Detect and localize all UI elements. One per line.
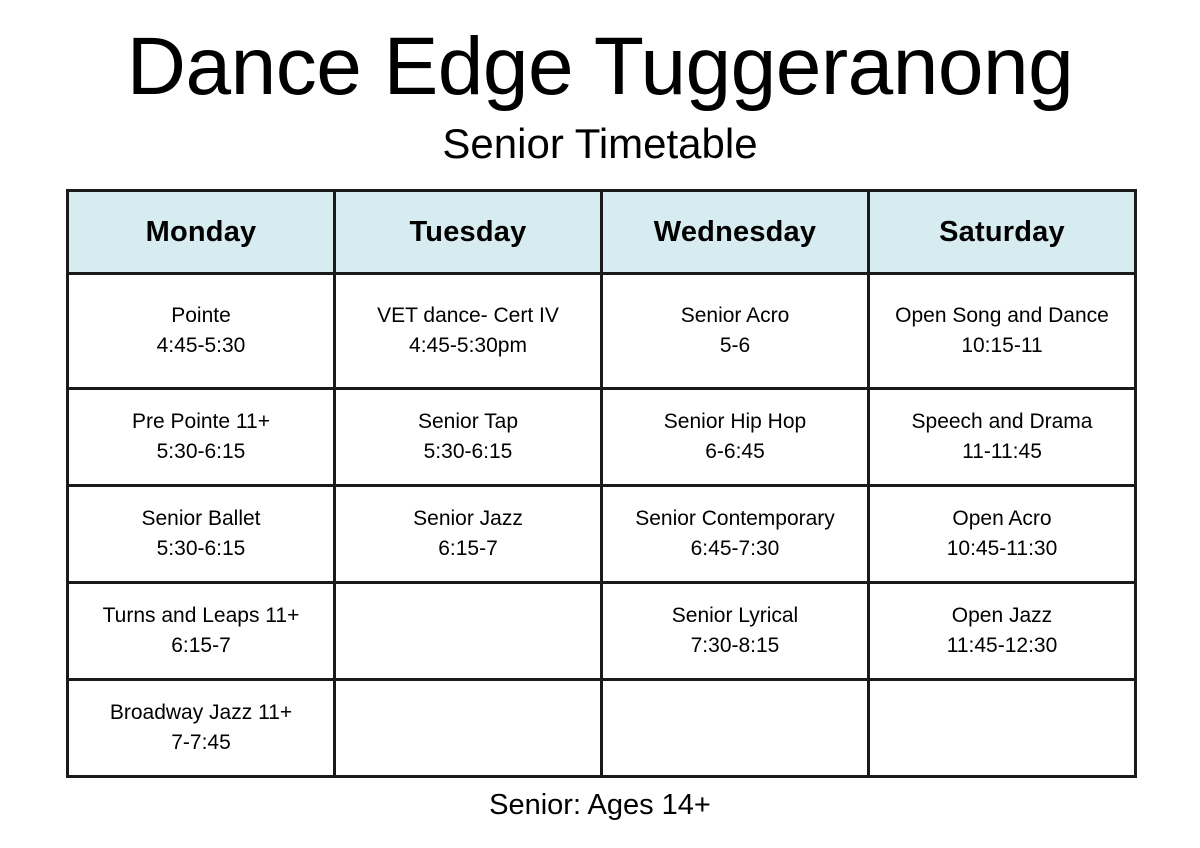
class-cell: Senior Ballet 5:30-6:15 xyxy=(66,484,336,584)
table-row: Pre Pointe 11+ 5:30-6:15 Senior Tap 5:30… xyxy=(66,387,1137,487)
class-cell-content: Open Jazz 11:45-12:30 xyxy=(870,602,1134,660)
timetable: Monday Tuesday Wednesday Saturday xyxy=(66,189,1137,778)
class-time: 5-6 xyxy=(719,334,751,357)
column-header-label: Monday xyxy=(145,215,257,248)
table-row: Turns and Leaps 11+ 6:15-7 Senior Lyrica… xyxy=(66,581,1137,681)
class-cell-content: Senior Lyrical 7:30-8:15 xyxy=(603,602,867,660)
timetable-body: Pointe 4:45-5:30 VET dance- Cert IV 4:45… xyxy=(66,272,1137,778)
class-name: Senior Ballet xyxy=(141,506,261,530)
class-cell-content: Speech and Drama 11-11:45 xyxy=(870,408,1134,466)
class-name: Senior Tap xyxy=(417,409,519,433)
timetable-header-row: Monday Tuesday Wednesday Saturday xyxy=(66,189,1137,275)
column-header-saturday: Saturday xyxy=(867,189,1137,275)
class-cell-content: Turns and Leaps 11+ 6:15-7 xyxy=(69,602,333,660)
class-cell-content xyxy=(603,726,867,730)
class-cell-content: Open Acro 10:45-11:30 xyxy=(870,505,1134,563)
class-cell: Senior Tap 5:30-6:15 xyxy=(333,387,603,487)
class-cell-content: Pointe 4:45-5:30 xyxy=(69,302,333,360)
table-row: Senior Ballet 5:30-6:15 Senior Jazz 6:15… xyxy=(66,484,1137,584)
class-cell-content: Senior Jazz 6:15-7 xyxy=(336,505,600,563)
class-time: 5:30-6:15 xyxy=(423,440,513,463)
class-name: Senior Jazz xyxy=(413,506,523,530)
class-cell-content xyxy=(870,726,1134,730)
class-cell: Pointe 4:45-5:30 xyxy=(66,272,336,390)
column-header-monday: Monday xyxy=(66,189,336,275)
class-cell: Turns and Leaps 11+ 6:15-7 xyxy=(66,581,336,681)
class-cell: Open Acro 10:45-11:30 xyxy=(867,484,1137,584)
class-cell: Senior Acro 5-6 xyxy=(600,272,870,390)
class-cell-empty xyxy=(333,678,603,778)
class-cell: VET dance- Cert IV 4:45-5:30pm xyxy=(333,272,603,390)
class-time: 6:15-7 xyxy=(171,634,231,657)
class-name: Open Jazz xyxy=(951,603,1053,627)
class-cell-content: VET dance- Cert IV 4:45-5:30pm xyxy=(336,302,600,360)
column-header-tuesday: Tuesday xyxy=(333,189,603,275)
class-cell-content: Senior Hip Hop 6-6:45 xyxy=(603,408,867,466)
class-cell-content: Senior Acro 5-6 xyxy=(603,302,867,360)
class-time: 11-11:45 xyxy=(962,440,1042,463)
class-cell-content: Pre Pointe 11+ 5:30-6:15 xyxy=(69,408,333,466)
class-cell: Open Song and Dance 10:15-11 xyxy=(867,272,1137,390)
column-header-label: Wednesday xyxy=(653,215,817,248)
class-cell-empty xyxy=(867,678,1137,778)
class-name: Pointe xyxy=(171,303,231,327)
class-cell: Senior Jazz 6:15-7 xyxy=(333,484,603,584)
class-time: 4:45-5:30pm xyxy=(409,334,527,357)
class-cell-content: Senior Ballet 5:30-6:15 xyxy=(69,505,333,563)
class-name: Broadway Jazz 11+ xyxy=(109,700,293,724)
class-cell-content: Broadway Jazz 11+ 7-7:45 xyxy=(69,699,333,757)
table-row: Broadway Jazz 11+ 7-7:45 xyxy=(66,678,1137,778)
class-name: Speech and Drama xyxy=(911,409,1093,433)
class-cell-empty xyxy=(600,678,870,778)
timetable-head: Monday Tuesday Wednesday Saturday xyxy=(66,189,1137,275)
class-name: Open Song and Dance xyxy=(895,303,1109,327)
class-name: Open Acro xyxy=(952,506,1052,530)
class-cell-content: Open Song and Dance 10:15-11 xyxy=(870,302,1134,360)
class-cell-empty xyxy=(333,581,603,681)
class-cell-content: Senior Tap 5:30-6:15 xyxy=(336,408,600,466)
class-time: 6:15-7 xyxy=(438,537,498,560)
class-time: 5:30-6:15 xyxy=(156,537,246,560)
class-name: Pre Pointe 11+ xyxy=(132,409,270,433)
class-cell: Open Jazz 11:45-12:30 xyxy=(867,581,1137,681)
class-time: 4:45-5:30 xyxy=(156,334,246,357)
class-cell-content xyxy=(336,726,600,730)
column-header-wednesday: Wednesday xyxy=(600,189,870,275)
class-time: 11:45-12:30 xyxy=(946,634,1058,657)
class-time: 6:45-7:30 xyxy=(690,537,780,560)
class-cell: Broadway Jazz 11+ 7-7:45 xyxy=(66,678,336,778)
timetable-container: Monday Tuesday Wednesday Saturday xyxy=(66,189,1137,778)
class-time: 6-6:45 xyxy=(705,440,765,463)
class-name: Senior Contemporary xyxy=(635,506,835,530)
class-time: 7:30-8:15 xyxy=(690,634,780,657)
class-cell: Pre Pointe 11+ 5:30-6:15 xyxy=(66,387,336,487)
age-note: Senior: Ages 14+ xyxy=(489,789,711,821)
class-cell: Senior Contemporary 6:45-7:30 xyxy=(600,484,870,584)
class-time: 7-7:45 xyxy=(171,731,231,754)
column-header-label: Tuesday xyxy=(409,215,527,248)
column-header-label: Saturday xyxy=(939,215,1065,248)
class-name: Senior Hip Hop xyxy=(663,409,807,433)
class-time: 10:45-11:30 xyxy=(946,537,1058,560)
table-row: Pointe 4:45-5:30 VET dance- Cert IV 4:45… xyxy=(66,272,1137,390)
page-title: Dance Edge Tuggeranong xyxy=(126,21,1074,112)
class-time: 10:15-11 xyxy=(961,334,1043,357)
class-cell: Speech and Drama 11-11:45 xyxy=(867,387,1137,487)
class-cell: Senior Lyrical 7:30-8:15 xyxy=(600,581,870,681)
class-name: Senior Lyrical xyxy=(671,603,799,627)
class-cell-content xyxy=(336,629,600,633)
class-cell-content: Senior Contemporary 6:45-7:30 xyxy=(603,505,867,563)
class-name: Senior Acro xyxy=(680,303,790,327)
page-subtitle: Senior Timetable xyxy=(442,120,758,167)
title-block: Dance Edge Tuggeranong Senior Timetable xyxy=(0,26,1200,166)
class-name: Turns and Leaps 11+ xyxy=(102,603,300,627)
class-time: 5:30-6:15 xyxy=(156,440,246,463)
class-name: VET dance- Cert IV xyxy=(377,303,559,327)
class-cell: Senior Hip Hop 6-6:45 xyxy=(600,387,870,487)
